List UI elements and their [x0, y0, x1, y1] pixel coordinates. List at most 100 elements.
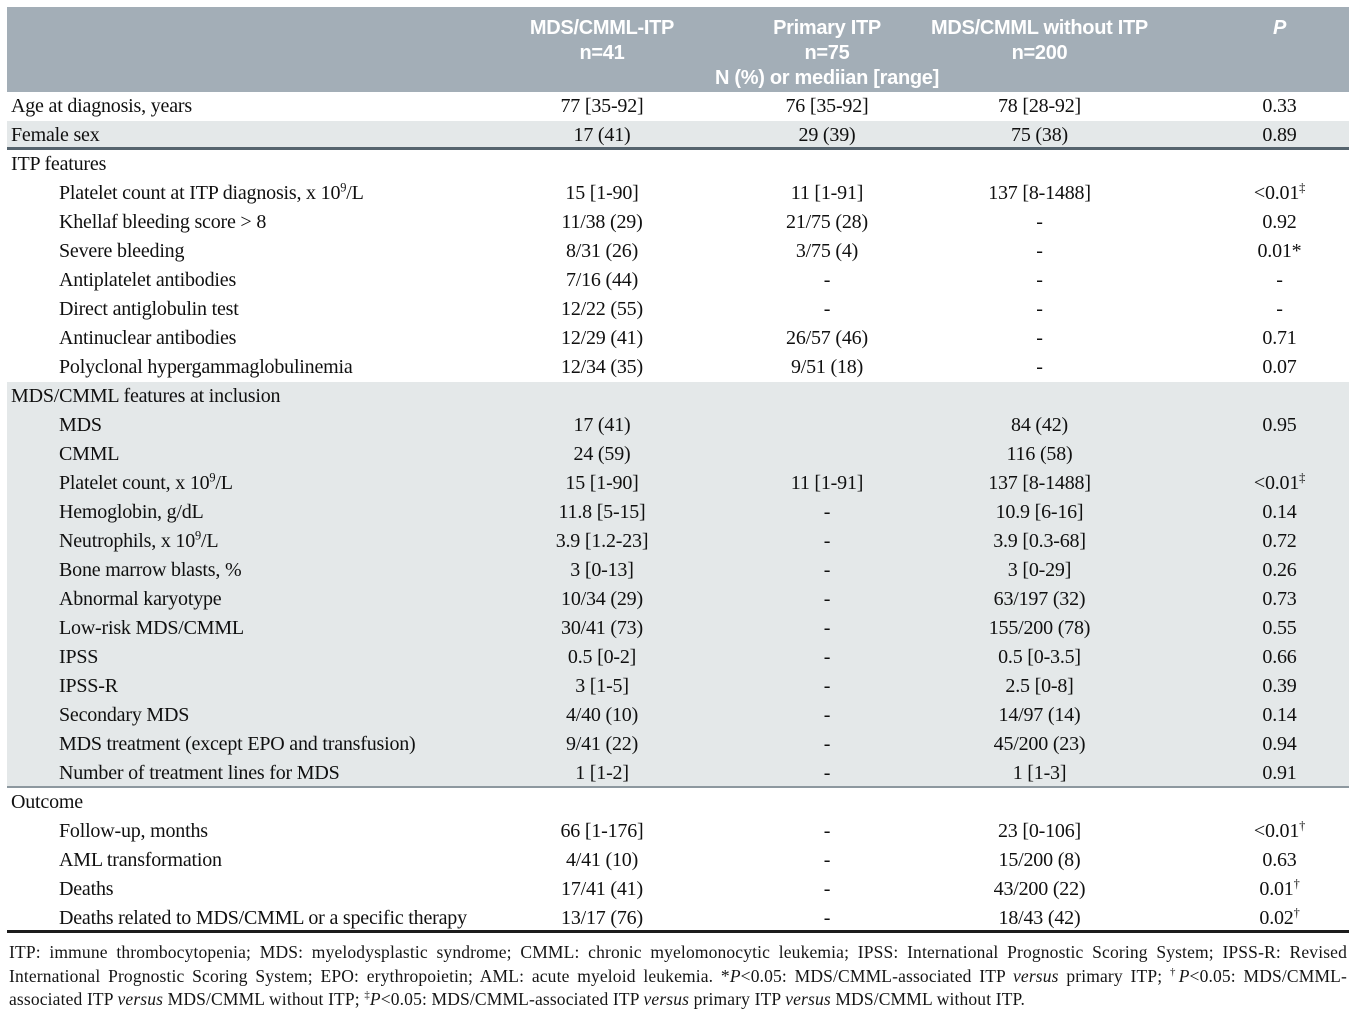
cell-value: 0.14: [1262, 501, 1297, 523]
cell-value: 0.92: [1262, 211, 1297, 233]
table-footnote: ITP: immune thrombocytopenia; MDS: myelo…: [9, 942, 1347, 1009]
table-row: IPSS-R 3 [1-5] - 2.5 [0-8] 0.39: [7, 672, 1349, 701]
table-row: MDS 17 (41) 84 (42) 0.95: [7, 411, 1349, 440]
row-label: Abnormal karyotype: [59, 588, 222, 610]
cell-value: 0.26: [1262, 559, 1297, 581]
header-group-n: n=200: [1011, 42, 1068, 64]
cell-value: -: [823, 298, 831, 320]
cell-value: 24 (59): [573, 443, 631, 465]
cell-value: -: [823, 530, 831, 552]
row-label: MDS treatment (except EPO and transfusio…: [59, 733, 416, 755]
header-row-label-spacer: [7, 16, 477, 92]
cell-value: 29 (39): [798, 124, 856, 146]
cell-value: -: [823, 733, 831, 755]
cell-value: -: [823, 588, 831, 610]
cell-value: 0.71: [1262, 327, 1297, 349]
cell-value: -: [823, 704, 831, 726]
cell-value: 3 [0-13]: [570, 559, 634, 581]
cell-value: 45/200 (23): [993, 733, 1086, 755]
cell-value: -: [1036, 327, 1043, 349]
row-label: ITP features: [11, 153, 107, 175]
cell-value: [727, 788, 927, 817]
cell-value: -: [823, 269, 831, 291]
table-row: Polyclonal hypergammaglobulinemia 12/34 (…: [7, 353, 1349, 382]
row-label: Secondary MDS: [59, 704, 190, 726]
cell-value: [927, 382, 1152, 411]
cell-value: 77 [35-92]: [560, 95, 644, 117]
table-row: Deaths related to MDS/CMML or a specific…: [7, 904, 1349, 933]
cell-value: 0.33: [1262, 95, 1297, 117]
cell-value: -: [1036, 240, 1043, 262]
row-label: Hemoglobin, g/dL: [59, 501, 204, 523]
cell-value: 11 [1-91]: [790, 472, 864, 494]
cell-value: 0.01†: [1259, 876, 1300, 900]
cell-value: 10.9 [6-16]: [995, 501, 1084, 523]
cell-value: -: [823, 501, 831, 523]
cell-value: 14/97 (14): [998, 704, 1081, 726]
cell-value: [477, 382, 727, 411]
row-label: CMML: [59, 443, 120, 465]
row-label: Age at diagnosis, years: [11, 95, 192, 117]
row-label: MDS/CMML features at inclusion: [11, 385, 281, 407]
cell-value: 15 [1-90]: [565, 182, 639, 204]
row-label: AML transformation: [59, 849, 222, 871]
cell-value: 13/17 (76): [561, 907, 643, 929]
table-header: MDS/CMML-ITP n=41 Primary ITP n=75 N (%)…: [7, 7, 1349, 92]
cell-value: 12/34 (35): [561, 356, 643, 378]
cell-value: 137 [8-1488]: [988, 472, 1091, 494]
cell-value: [1152, 788, 1349, 817]
cell-value: 18/43 (42): [998, 907, 1081, 929]
table-row: Deaths 17/41 (41) - 43/200 (22) 0.01†: [7, 875, 1349, 904]
cell-value: [927, 788, 1152, 817]
cell-value: -: [823, 820, 831, 842]
section-row: Outcome: [7, 788, 1349, 817]
cell-value: 75 (38): [1011, 124, 1068, 146]
cell-value: -: [1036, 269, 1043, 291]
row-label: Follow-up, months: [59, 820, 208, 842]
table-row: Secondary MDS 4/40 (10) - 14/97 (14) 0.14: [7, 701, 1349, 730]
header-col-mds-cmml-without-itp: MDS/CMML without ITP n=200: [927, 16, 1152, 92]
cell-value: -: [823, 617, 831, 639]
cell-value: [1152, 440, 1349, 469]
row-label: Low-risk MDS/CMML: [59, 617, 244, 639]
cell-value: -: [1036, 356, 1043, 378]
row-label: Number of treatment lines for MDS: [59, 762, 340, 784]
cell-value: -: [823, 646, 831, 668]
header-col-mds-cmml-itp: MDS/CMML-ITP n=41: [477, 16, 727, 92]
table-row: CMML 24 (59) 116 (58): [7, 440, 1349, 469]
cell-value: 3.9 [0.3-68]: [993, 530, 1086, 552]
cell-value: -: [1036, 298, 1043, 320]
cell-value: 10/34 (29): [561, 588, 643, 610]
row-label: MDS: [59, 414, 102, 436]
header-p-label: P: [1272, 17, 1287, 39]
row-label: Polyclonal hypergammaglobulinemia: [59, 356, 353, 378]
cell-value: 84 (42): [1011, 414, 1068, 436]
row-label: Platelet count, x 109/L: [59, 470, 233, 494]
cell-value: <0.01‡: [1253, 180, 1306, 204]
table-row: Antinuclear antibodies 12/29 (41) 26/57 (4…: [7, 324, 1349, 353]
cell-value: 0.55: [1262, 617, 1297, 639]
cell-value: -: [1036, 211, 1043, 233]
header-col-primary-itp: Primary ITP n=75 N (%) or mediian [range…: [715, 16, 939, 92]
cell-value: 3 [1-5]: [575, 675, 629, 697]
header-group-name: MDS/CMML without ITP: [931, 17, 1148, 39]
cell-value: 30/41 (73): [561, 617, 643, 639]
header-group-n: n=75: [804, 42, 850, 64]
cell-value: 78 [28-92]: [998, 95, 1081, 117]
cell-value: 12/29 (41): [561, 327, 643, 349]
table-row: Age at diagnosis, years 77 [35-92] 76 [35-…: [7, 92, 1349, 121]
cell-value: -: [823, 907, 831, 929]
table-row: Abnormal karyotype 10/34 (29) - 63/197 (32)…: [7, 585, 1349, 614]
cell-value: 15 [1-90]: [565, 472, 639, 494]
row-label: Neutrophils, x 109/L: [59, 528, 219, 552]
cell-value: 0.5 [0-2]: [567, 646, 637, 668]
cell-value: -: [823, 675, 831, 697]
cell-value: 155/200 (78): [988, 617, 1091, 639]
row-label: Severe bleeding: [59, 240, 185, 262]
row-label: Bone marrow blasts, %: [59, 559, 242, 581]
cell-value: [727, 440, 927, 469]
header-units-note: N (%) or mediian [range]: [715, 67, 939, 89]
header-group-name: MDS/CMML-ITP: [529, 17, 675, 39]
cell-value: [1152, 382, 1349, 411]
cell-value: 3 [0-29]: [1007, 559, 1072, 581]
